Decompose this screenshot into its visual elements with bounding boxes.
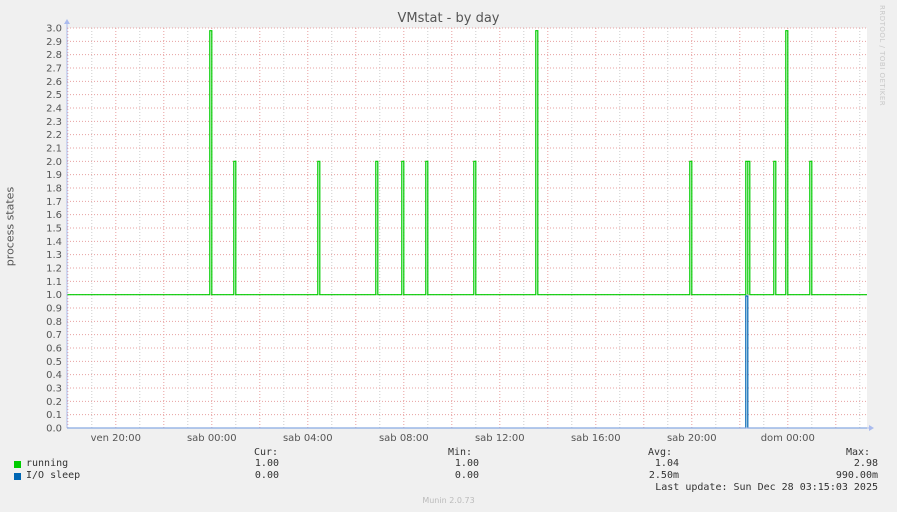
- y-tick-label: 3.0: [46, 24, 62, 35]
- y-tick-label: 1.6: [46, 210, 62, 221]
- y-tick-label: 1.3: [46, 250, 62, 261]
- y-tick-label: 0.2: [46, 397, 62, 408]
- x-axis-arrow-icon: [869, 425, 874, 431]
- y-tick-label: 1.2: [46, 264, 62, 275]
- legend-header-min: Min:: [448, 447, 473, 458]
- y-tick-label: 0.0: [46, 424, 62, 435]
- legend-min: 0.00: [454, 470, 479, 481]
- y-tick-label: 1.1: [46, 277, 62, 288]
- y-tick-label: 1.0: [46, 290, 62, 301]
- x-tick-label: ven 20:00: [91, 433, 141, 444]
- x-tick-label: dom 00:00: [761, 433, 815, 444]
- x-tick-label: sab 16:00: [571, 433, 621, 444]
- y-tick-label: 2.8: [46, 50, 62, 61]
- y-tick-label: 2.4: [46, 104, 62, 115]
- legend-name: running: [26, 458, 69, 469]
- munin-version: Munin 2.0.73: [422, 496, 475, 505]
- y-tick-label: 2.9: [46, 37, 62, 48]
- y-tick-label: 1.7: [46, 197, 62, 208]
- y-tick-label: 0.3: [46, 384, 62, 395]
- series-line-running: [67, 30, 867, 296]
- y-tick-label: 0.6: [46, 344, 62, 355]
- x-tick-label: sab 12:00: [475, 433, 525, 444]
- x-tick-label: sab 04:00: [283, 433, 333, 444]
- legend-max: 990.00m: [835, 470, 878, 481]
- chart-title: VMstat - by day: [397, 11, 500, 26]
- legend-min: 1.00: [454, 458, 479, 469]
- y-tick-label: 0.5: [46, 357, 62, 368]
- y-axis-arrow-icon: [64, 19, 70, 24]
- y-tick-label: 0.7: [46, 330, 62, 341]
- y-tick-label: 1.9: [46, 170, 62, 181]
- rrdtool-watermark: RRDTOOL / TOBI OETIKER: [878, 5, 886, 107]
- legend-header-cur: Cur:: [254, 447, 279, 458]
- y-tick-label: 0.9: [46, 304, 62, 315]
- legend-max: 2.98: [853, 458, 878, 469]
- y-tick-label: 2.7: [46, 64, 62, 75]
- legend-name: I/O sleep: [26, 470, 81, 481]
- y-tick-label: 2.1: [46, 144, 62, 155]
- running-swatch: [14, 461, 21, 468]
- y-tick-label: 2.2: [46, 130, 62, 141]
- y-tick-label: 0.1: [46, 410, 62, 421]
- y-tick-label: 0.4: [46, 370, 62, 381]
- x-tick-label: sab 08:00: [379, 433, 429, 444]
- y-tick-label: 2.5: [46, 90, 62, 101]
- y-tick-label: 1.5: [46, 224, 62, 235]
- y-tick-label: 1.8: [46, 184, 62, 195]
- legend-avg: 2.50m: [648, 470, 679, 481]
- y-tick-label: 1.4: [46, 237, 62, 248]
- last-update: Last update: Sun Dec 28 03:15:03 2025: [655, 482, 878, 493]
- io-sleep-swatch: [14, 473, 21, 480]
- legend-avg: 1.04: [654, 458, 679, 469]
- legend-header-max: Max:: [846, 447, 871, 458]
- x-tick-label: sab 20:00: [667, 433, 717, 444]
- x-tick-label: sab 00:00: [187, 433, 237, 444]
- legend-header-avg: Avg:: [648, 447, 673, 458]
- y-tick-label: 2.6: [46, 77, 62, 88]
- legend-cur: 1.00: [254, 458, 279, 469]
- y-tick-label: 0.8: [46, 317, 62, 328]
- y-tick-label: 2.0: [46, 157, 62, 168]
- y-tick-label: 2.3: [46, 117, 62, 128]
- legend-cur: 0.00: [254, 470, 279, 481]
